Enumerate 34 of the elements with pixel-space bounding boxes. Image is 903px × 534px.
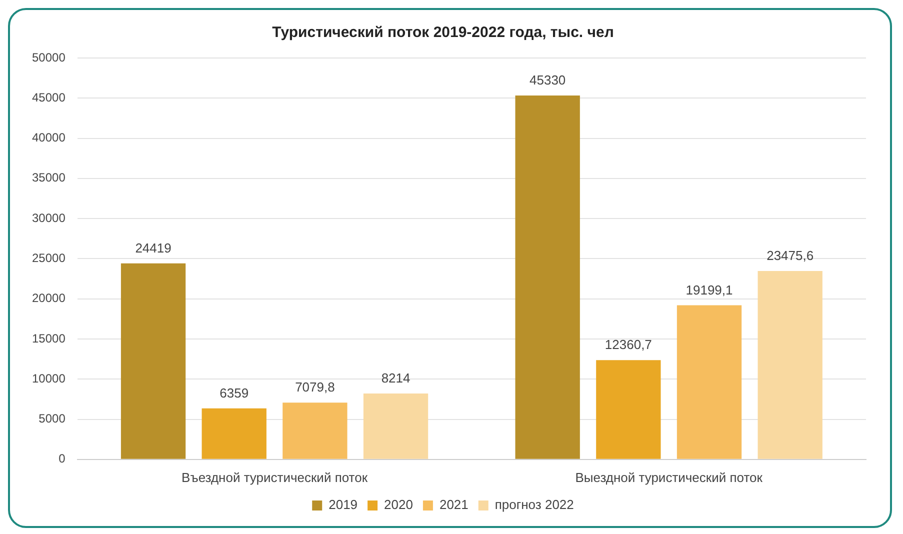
bar <box>758 270 822 459</box>
y-tick-label: 15000 <box>32 331 66 346</box>
y-tick-label: 30000 <box>32 210 66 225</box>
data-label: 24419 <box>135 240 172 256</box>
y-tick-label: 50000 <box>32 50 66 64</box>
legend-label: прогноз 2022 <box>494 497 574 512</box>
bar <box>515 95 580 459</box>
data-label: 19199,1 <box>686 282 733 298</box>
chart-title: Туристический поток 2019-2022 года, тыс. чел <box>272 24 614 42</box>
data-label: 12360,7 <box>604 337 652 352</box>
y-tick-label: 40000 <box>32 130 66 145</box>
data-label: 8214 <box>381 370 410 386</box>
data-label: 6359 <box>220 385 249 400</box>
data-label: 23475,6 <box>766 248 814 264</box>
x-tick-label: Въездной туристический поток <box>182 470 368 485</box>
bar <box>596 360 661 459</box>
data-label: 7079,8 <box>295 380 335 395</box>
y-tick-label: 45000 <box>32 90 66 104</box>
y-tick-label: 25000 <box>32 251 66 266</box>
y-tick-label: 20000 <box>32 291 66 306</box>
bar <box>676 305 742 459</box>
legend-label: 2019 <box>328 497 358 512</box>
bar <box>120 263 186 459</box>
data-label: 45330 <box>530 72 566 88</box>
legend-label: 2021 <box>439 497 468 512</box>
bar <box>282 402 348 459</box>
bar <box>363 393 428 459</box>
y-tick-label: 5000 <box>38 412 66 426</box>
y-tick-label: 0 <box>58 452 66 466</box>
bar <box>202 408 266 459</box>
x-tick-label: Выездной туристический поток <box>575 470 763 485</box>
y-tick-label: 35000 <box>32 170 66 185</box>
y-tick-label: 10000 <box>32 371 66 386</box>
legend-label: 2020 <box>384 497 413 512</box>
